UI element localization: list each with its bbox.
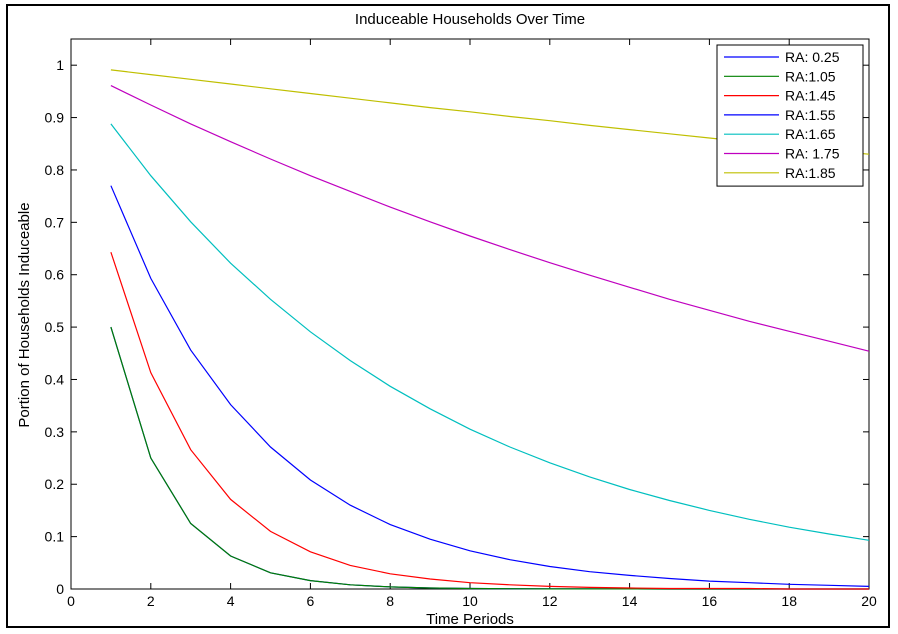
series-lines xyxy=(110,69,870,590)
x-tick-label: 6 xyxy=(307,593,315,609)
y-tick-label: 0.9 xyxy=(45,110,65,126)
x-axis: 0 2 4 6 8 10 12 14 16 18 20 xyxy=(67,39,877,609)
legend-label: RA: 0.25 xyxy=(785,49,840,65)
x-tick-label: 16 xyxy=(702,593,718,609)
x-tick-label: 18 xyxy=(781,593,797,609)
y-tick-label: 0.6 xyxy=(45,267,65,283)
legend-label: RA: 1.75 xyxy=(785,146,840,162)
series-line xyxy=(110,123,870,541)
legend-label: RA:1.85 xyxy=(785,165,836,181)
x-tick-label: 4 xyxy=(227,593,235,609)
x-tick-label: 20 xyxy=(861,593,877,609)
y-tick-label: 0.8 xyxy=(45,162,65,178)
y-tick-label: 0.7 xyxy=(45,214,65,230)
x-tick-label: 14 xyxy=(622,593,638,609)
legend-label: RA:1.05 xyxy=(785,68,836,84)
y-tick-label: 0.4 xyxy=(45,371,65,387)
y-axis: 0 0.1 0.2 0.3 0.4 0.5 0.6 0.7 0.8 0.9 1 xyxy=(45,57,869,597)
x-tick-label: 8 xyxy=(386,593,394,609)
y-tick-label: 0.2 xyxy=(45,476,65,492)
y-tick-label: 0.3 xyxy=(45,424,65,440)
x-tick-label: 10 xyxy=(462,593,478,609)
y-tick-label: 0.5 xyxy=(45,319,65,335)
series-line xyxy=(110,252,869,590)
x-tick-label: 2 xyxy=(147,593,155,609)
y-tick-label: 0.1 xyxy=(45,529,65,545)
chart-title: Induceable Households Over Time xyxy=(355,11,585,28)
y-tick-label: 1 xyxy=(56,57,64,73)
series-line xyxy=(110,185,870,587)
x-axis-title: Time Periods xyxy=(426,611,514,628)
y-axis-title: Portion of Households Induceable xyxy=(16,202,33,427)
x-tick-label: 12 xyxy=(542,593,558,609)
legend: RA: 0.25 RA:1.05 RA:1.45 RA:1.55 RA:1.65 RA: … xyxy=(716,44,864,187)
legend-label: RA:1.65 xyxy=(785,126,836,142)
legend-label: RA:1.55 xyxy=(785,107,836,123)
series-line xyxy=(110,85,870,352)
legend-label: RA:1.45 xyxy=(785,88,836,104)
x-tick-label: 0 xyxy=(67,593,75,609)
legend-box xyxy=(716,44,864,187)
y-tick-label: 0 xyxy=(56,581,64,597)
